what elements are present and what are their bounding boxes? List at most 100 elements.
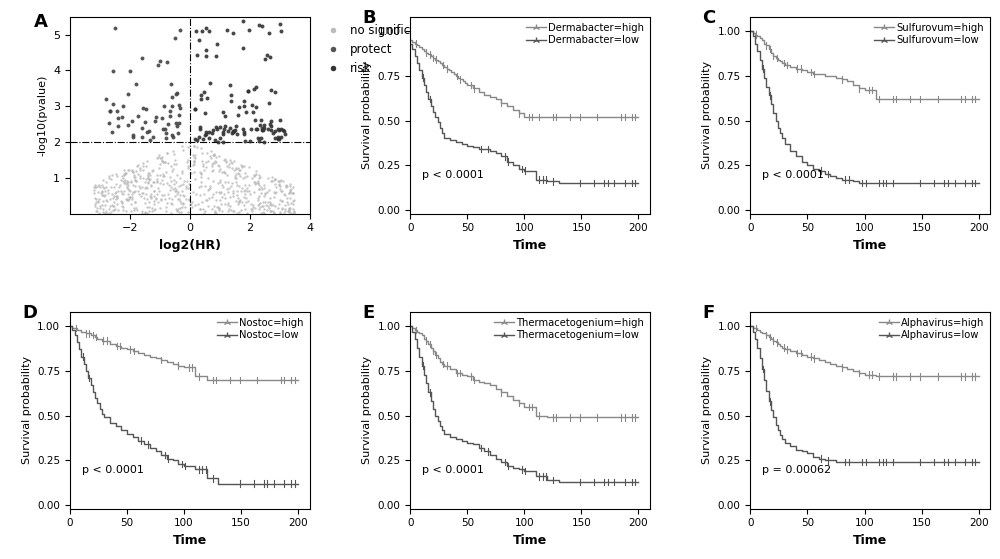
Point [193, 94, 209, 103]
Point [146, 205, 162, 214]
Point [225, 187, 241, 196]
Point [124, 193, 140, 202]
Point [188, 190, 204, 198]
Point [210, 179, 226, 188]
Point [263, 86, 279, 94]
Point [257, 190, 273, 199]
Point [250, 178, 266, 187]
Point [211, 203, 227, 212]
Point [137, 207, 153, 216]
Point [117, 178, 133, 187]
Point [264, 177, 280, 186]
Point [127, 198, 143, 207]
Point [107, 205, 123, 214]
Point [193, 91, 209, 100]
Point [285, 188, 301, 197]
Point [186, 153, 202, 162]
Point [276, 209, 292, 217]
Point [240, 87, 256, 96]
Point [230, 200, 246, 209]
Point [105, 205, 121, 214]
Point [254, 202, 270, 211]
Point [255, 208, 271, 217]
Point [166, 179, 182, 188]
Point [263, 206, 279, 215]
Point [173, 208, 189, 217]
Point [163, 183, 179, 192]
Point [225, 207, 241, 216]
Point [149, 177, 165, 186]
Point [236, 162, 252, 170]
Point [245, 202, 261, 211]
Point [185, 160, 201, 169]
Point [142, 191, 158, 200]
Point [201, 193, 217, 202]
Point [236, 129, 252, 138]
Point [198, 163, 214, 172]
Point [222, 192, 238, 201]
Point [233, 186, 249, 195]
Point [209, 202, 225, 211]
Point [193, 168, 209, 177]
Point [169, 170, 185, 179]
Point [252, 203, 268, 212]
Point [141, 197, 157, 206]
Point [207, 156, 223, 165]
Point [180, 142, 196, 151]
Point [257, 198, 273, 207]
Point [208, 158, 224, 167]
Point [186, 141, 202, 150]
Point [186, 157, 202, 165]
Point [198, 23, 214, 32]
Point [160, 190, 176, 199]
Point [126, 173, 142, 182]
Point [140, 174, 156, 183]
Point [237, 168, 253, 177]
Point [165, 164, 181, 173]
Point [146, 186, 162, 195]
Point [219, 170, 235, 179]
Point [101, 209, 117, 217]
Point [254, 126, 270, 135]
Legend: no significant, protect, risk: no significant, protect, risk [320, 23, 431, 76]
Point [195, 204, 211, 213]
Point [198, 51, 214, 60]
Point [175, 179, 191, 188]
Point [164, 166, 180, 175]
Legend: Alphavirus=high, Alphavirus=low: Alphavirus=high, Alphavirus=low [878, 317, 985, 342]
Point [192, 191, 208, 200]
Point [121, 195, 137, 203]
Point [225, 188, 241, 197]
Point [204, 129, 220, 138]
Point [272, 209, 288, 217]
Point [98, 95, 114, 104]
Point [183, 168, 199, 177]
Point [252, 198, 268, 207]
Point [244, 174, 260, 183]
Legend: Nostoc=high, Nostoc=low: Nostoc=high, Nostoc=low [216, 317, 305, 342]
Point [174, 141, 190, 150]
Point [137, 209, 153, 217]
Point [286, 209, 302, 217]
Point [121, 166, 137, 175]
Point [90, 188, 106, 197]
Point [242, 137, 258, 146]
Point [119, 195, 135, 204]
Point [123, 178, 139, 187]
Point [167, 184, 183, 193]
Point [143, 181, 159, 190]
Point [200, 173, 216, 182]
Point [265, 206, 281, 215]
Point [94, 190, 110, 199]
Point [197, 130, 213, 139]
Point [119, 183, 135, 192]
Point [186, 167, 202, 176]
X-axis label: log2(HR): log2(HR) [159, 239, 221, 252]
Point [137, 183, 153, 192]
Point [135, 158, 151, 167]
Point [231, 170, 247, 179]
Point [184, 197, 200, 206]
Point [250, 134, 266, 143]
Point [137, 178, 153, 187]
Point [106, 206, 122, 215]
